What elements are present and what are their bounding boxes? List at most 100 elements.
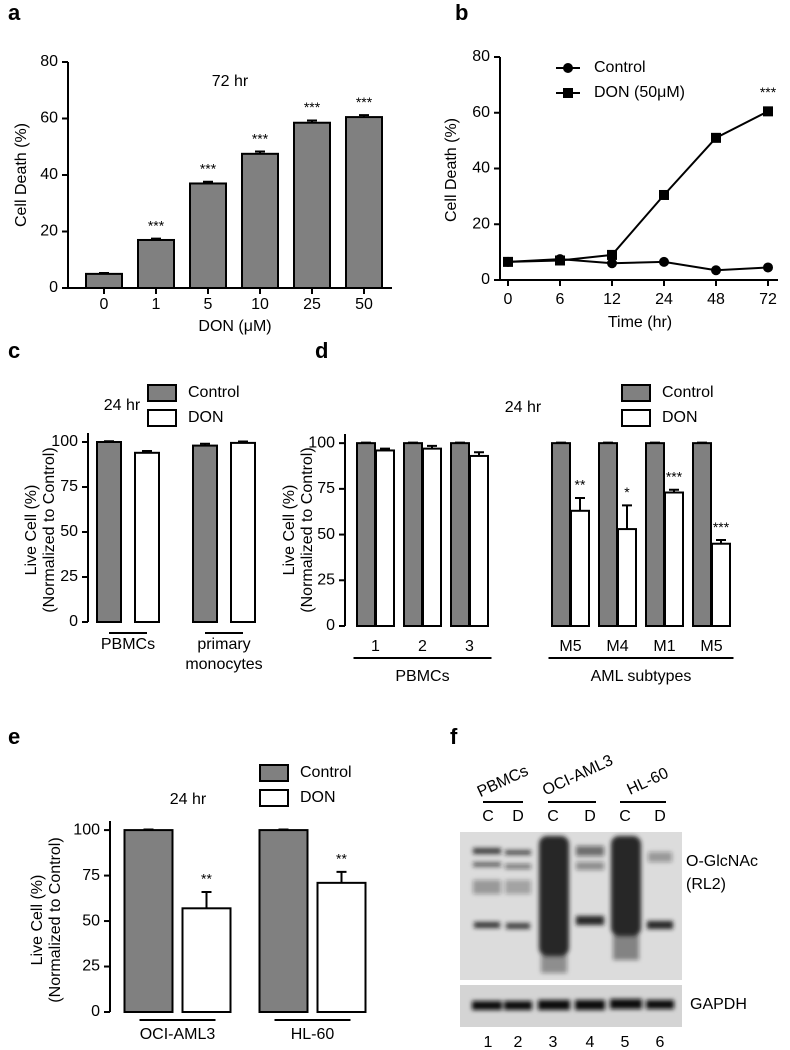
bar — [570, 509, 590, 627]
y-axis-label: Live Cell (%) — [281, 485, 298, 576]
significance: *** — [666, 468, 683, 484]
bar — [617, 528, 637, 627]
error-bar — [203, 180, 213, 184]
panel-letter: c — [8, 338, 20, 363]
bar — [192, 444, 218, 623]
y-tick-label: 0 — [481, 271, 490, 288]
panel-letter: b — [455, 0, 468, 25]
error-bar — [151, 237, 161, 240]
blot-group-label: HL-60 — [625, 765, 672, 799]
x-tick-label: 1 — [371, 638, 380, 655]
legend-swatch — [621, 409, 651, 427]
bar — [645, 442, 665, 627]
blot-label: (RL2) — [686, 876, 726, 893]
lane-number: 2 — [514, 1034, 523, 1050]
bar — [137, 238, 175, 290]
lane-label: C — [619, 808, 631, 825]
x-axis-label: Time (hr) — [608, 314, 672, 331]
lane-label: D — [654, 808, 666, 825]
error-bar — [455, 441, 465, 444]
error-bar — [669, 488, 679, 493]
bar — [375, 449, 395, 628]
y-tick-label: 50 — [317, 526, 335, 543]
bar — [230, 441, 256, 623]
x-tick-label: 2 — [418, 638, 427, 655]
legend-marker — [563, 63, 573, 73]
bar — [551, 442, 571, 627]
marker — [555, 255, 565, 266]
significance: ** — [201, 871, 212, 887]
blot-bands — [473, 836, 673, 973]
bar — [692, 442, 712, 627]
annotation: 24 hr — [104, 397, 141, 414]
panel-letter: e — [8, 724, 20, 749]
legend-label: DON (50μM) — [594, 84, 685, 101]
marker — [607, 258, 617, 269]
bar — [85, 272, 123, 289]
x-tick-label: M1 — [653, 638, 675, 655]
lane-number: 6 — [656, 1034, 665, 1050]
y-tick-label: 25 — [60, 568, 78, 585]
lane-number: 4 — [586, 1034, 595, 1050]
error-bar — [716, 539, 726, 544]
x-tick-label: M4 — [606, 638, 628, 655]
error-bar — [697, 441, 707, 444]
marker — [659, 189, 669, 200]
blot-group-label: OCI-AML3 — [540, 752, 616, 799]
y-axis-label: Cell Death (%) — [13, 123, 30, 227]
error-bar — [201, 890, 212, 909]
western-blot: f PBMCs OCI-AML3 HL-60 C D C D C D — [450, 724, 758, 1050]
marker — [763, 106, 773, 117]
error-bar — [556, 441, 566, 444]
y-axis-label: Cell Death (%) — [443, 118, 460, 222]
error-bar — [142, 450, 152, 453]
y-tick-label: 50 — [82, 912, 100, 929]
legend-swatch — [147, 384, 177, 402]
bar — [123, 829, 174, 1013]
legend-label: Control — [188, 384, 240, 401]
error-bar — [427, 444, 437, 449]
legend-label: DON — [188, 409, 224, 426]
y-axis-label: Live Cell (%) — [23, 485, 40, 576]
annotation: 72 hr — [212, 73, 249, 90]
significance: ** — [336, 851, 347, 867]
error-bar — [603, 441, 613, 444]
significance: ** — [575, 477, 586, 493]
bar — [293, 121, 331, 289]
y-tick-label: 100 — [73, 821, 100, 838]
marker — [659, 256, 669, 267]
error-bar — [278, 828, 289, 831]
error-bar — [200, 442, 210, 446]
y-tick-label: 20 — [472, 215, 490, 232]
y-axis-label: (Normalized to Control) — [299, 447, 316, 612]
lane-number: 5 — [621, 1034, 630, 1050]
y-tick-label: 100 — [308, 434, 335, 451]
y-tick-label: 60 — [40, 110, 58, 127]
bar — [422, 447, 442, 627]
significance: *** — [200, 160, 217, 176]
significance: * — [624, 484, 630, 500]
y-tick-label: 75 — [60, 478, 78, 495]
error-bar — [238, 440, 248, 443]
significance: *** — [760, 84, 777, 100]
error-bar — [99, 272, 109, 275]
x-tick-label: 25 — [303, 296, 321, 313]
legend-swatch — [147, 409, 177, 427]
y-tick-label: 20 — [40, 223, 58, 240]
error-bar — [474, 451, 484, 456]
legend-label: Control — [594, 59, 646, 76]
x-tick-label: M5 — [700, 638, 722, 655]
legend-label: DON — [662, 409, 698, 426]
bar — [450, 442, 470, 627]
lane-label: C — [482, 808, 494, 825]
x-tick-label: 1 — [152, 296, 161, 313]
group-label: AML subtypes — [591, 668, 692, 685]
bar — [241, 152, 279, 289]
y-tick-label: 40 — [40, 166, 58, 183]
x-tick-label: 5 — [204, 296, 213, 313]
y-tick-label: 0 — [69, 613, 78, 630]
x-tick-label: M5 — [559, 638, 581, 655]
panel-letter: d — [315, 338, 328, 363]
legend-label: Control — [300, 764, 352, 781]
